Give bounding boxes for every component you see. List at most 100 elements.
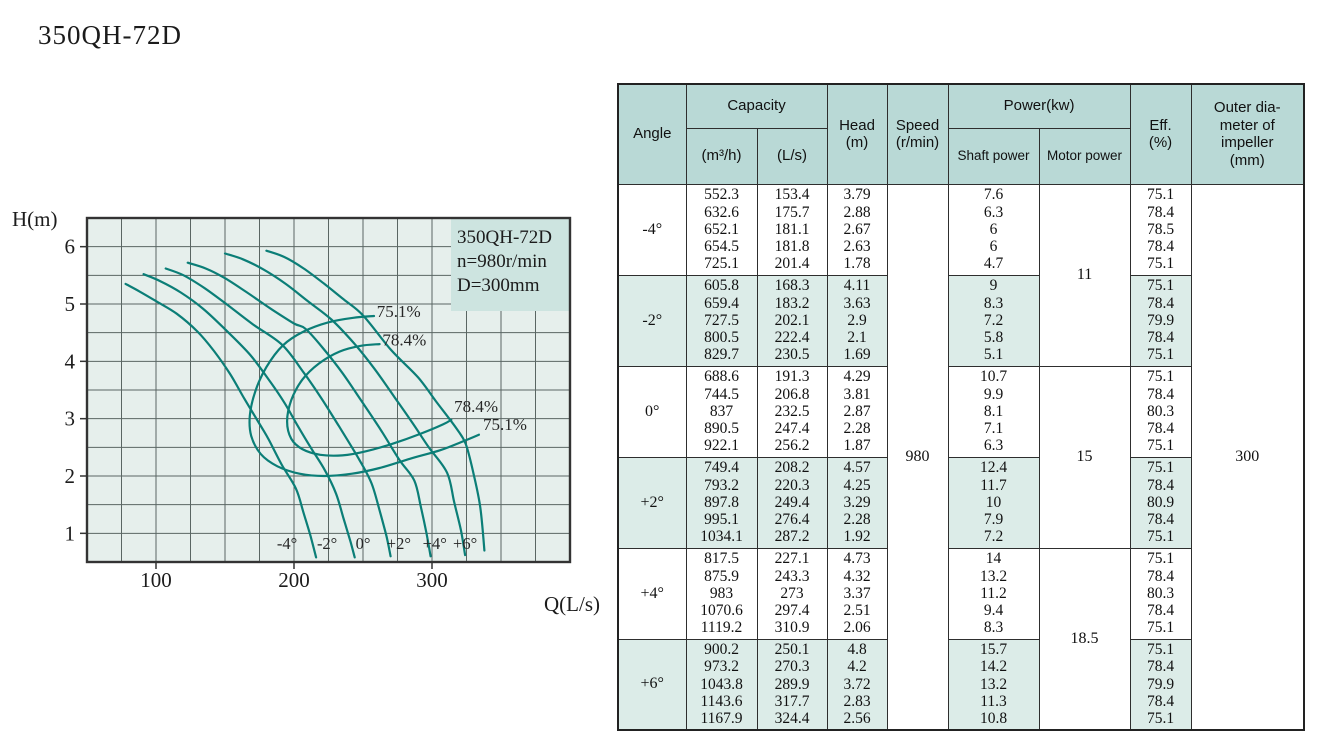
shaft-power-cell: 9 8.3 7.2 5.8 5.1 [947,274,1040,367]
value-line: 80.3 [1146,402,1175,420]
value-line: 9.9 [983,385,1004,403]
value-line: 78.4 [1146,658,1175,676]
value-line: 4.7 [983,255,1004,273]
value-line: 78.5 [1146,220,1175,238]
angle-label: -4° [277,534,297,553]
angle-cell: -4° [617,183,687,276]
value-line: 13.2 [979,567,1008,585]
value-line: 202.1 [774,311,810,329]
value-line: 206.8 [774,385,810,403]
efficiency-contour-78.4% [286,343,453,457]
value-line: 890.5 [704,420,739,438]
plot-frame [85,216,572,564]
header-row-1: Angle Capacity Head (m) Speed (r/min) Po… [617,83,1305,185]
value-line: 12.4 [979,459,1008,477]
value-line: 181.8 [774,238,810,256]
capacity-ls-cell: 168.3 183.2 202.1 222.4 230.5 [756,274,828,367]
motor-power-cell: 18.5 [1038,547,1131,731]
table-row-5: +4° 817.5 875.9 983 1070.6 1119.2 227.1 243.3 27… [617,547,1304,731]
speed-cell: 980 [886,183,949,731]
value-line: 2.67 [843,220,871,238]
value-line: 256.2 [774,437,810,455]
value-line: 153.4 [774,186,810,204]
value-line: 78.4 [1146,329,1175,347]
y-tick-label: 1 [65,521,76,545]
value-line: 270.3 [774,658,810,676]
legend-line: n=980r/min [457,251,547,272]
value-line: 1143.6 [700,692,743,710]
head-cell: 4.11 3.63 2.9 2.1 1.69 [826,274,888,367]
value-line: 208.2 [774,459,810,477]
shaft-power-cell: 12.4 11.7 10 7.9 7.2 [947,456,1040,549]
value-line: 79.9 [1146,675,1175,693]
value-line: 75.1 [1146,368,1175,386]
efficiency-label: 75.1% [483,415,527,434]
value-line: 5.8 [983,329,1004,347]
value-line: 222.4 [774,329,810,347]
value-line: 78.4 [1146,294,1175,312]
value-line: 6 [989,220,998,238]
motor-power-cell: 11 [1038,183,1131,367]
value-line: 15.7 [979,641,1008,659]
value-line: 7.1 [983,420,1004,438]
y-tick-label: 5 [65,292,76,316]
capacity-m3h-cell: 817.5 875.9 983 1070.6 1119.2 [685,547,758,640]
value-line: 317.7 [774,692,810,710]
y-tick-label: 4 [65,349,76,373]
value-line: 829.7 [704,346,739,364]
value-line: 220.3 [774,476,810,494]
shaft-power-cell: 10.7 9.9 8.1 7.1 6.3 [947,365,1040,458]
value-line: 1119.2 [700,619,743,637]
value-line: 78.4 [1146,385,1175,403]
efficiency-label: 78.4% [454,397,498,416]
value-line: 1034.1 [700,528,743,546]
value-line: 175.7 [774,203,810,221]
value-line: 6.3 [983,437,1004,455]
value-line: 3.37 [843,584,871,602]
motor-power-header: Motor power [1038,127,1131,185]
value-line: 8.3 [983,619,1004,637]
capacity-m3h-cell: 749.4 793.2 897.8 995.1 1034.1 [685,456,758,549]
legend-box [451,219,570,311]
eff-cell: 75.1 78.4 78.5 78.4 75.1 [1129,183,1192,276]
value-line: 75.1 [1146,550,1175,568]
value-line: 1.69 [843,346,871,364]
value-line: 13.2 [979,675,1008,693]
pump-table-body: -4° 552.3 632.6 652.1 654.5 725.1 153.4 175.7 18… [617,183,1305,731]
shaft-power-cell: 15.7 14.2 13.2 11.3 10.8 [947,638,1040,731]
value-line: 4.57 [843,459,871,477]
table-row-2: -2° 605.8 659.4 727.5 800.5 829.7 168.3 183.2 20… [617,274,1304,367]
value-line: 744.5 [704,385,739,403]
x-tick-label: 100 [140,568,172,592]
value-line: 75.1 [1146,710,1175,728]
y-tick-label: 3 [65,407,76,431]
head-cell: 4.73 4.32 3.37 2.51 2.06 [826,547,888,640]
value-line: 7.6 [983,186,1004,204]
value-line: 973.2 [704,658,739,676]
y-axis-label: H(m) [12,207,58,231]
value-line: 227.1 [774,550,810,568]
value-line: 2.56 [843,710,871,728]
value-line: 793.2 [704,476,739,494]
value-line: 289.9 [774,675,810,693]
value-line: 1043.8 [700,675,743,693]
capacity-ls-cell: 191.3 206.8 232.5 247.4 256.2 [756,365,828,458]
table-row-1: -4° 552.3 632.6 652.1 654.5 725.1 153.4 175.7 18… [617,183,1305,731]
value-line: 310.9 [774,619,810,637]
angle-cell: +6° [617,638,687,731]
value-line: 8.3 [983,294,1004,312]
value-line: 2.28 [843,420,871,438]
pump-curve--2° [142,273,356,559]
pump-curve-+6° [265,249,486,552]
value-line: 6.3 [983,203,1004,221]
value-line: 2.1 [847,329,867,347]
capacity-m3h-header: (m³/h) [685,127,758,185]
head-cell: 4.8 4.2 3.72 2.83 2.56 [826,638,888,731]
value-line: 250.1 [774,641,810,659]
value-line: 75.1 [1146,277,1175,295]
y-tick-label: 6 [65,235,76,259]
pump-curve-+4° [223,252,467,557]
pump-table-header: Angle Capacity Head (m) Speed (r/min) Po… [617,83,1305,185]
value-line: 897.8 [704,493,739,511]
